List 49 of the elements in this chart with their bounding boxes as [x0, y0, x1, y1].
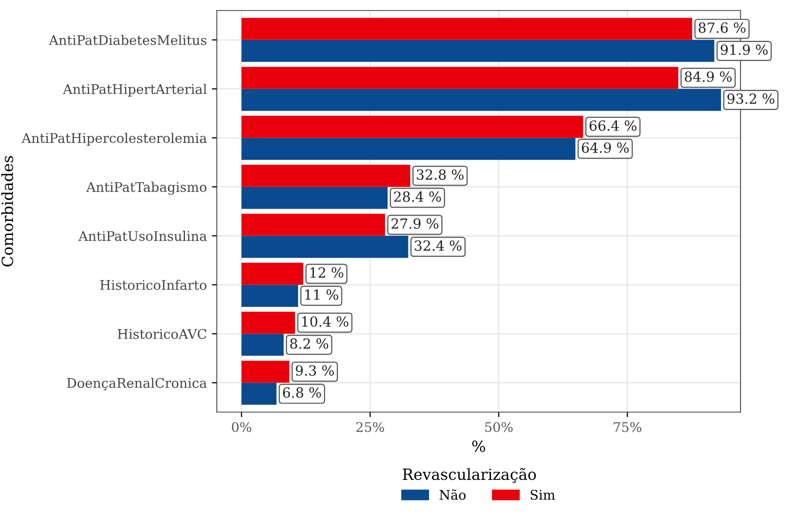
- y-tick-label: AntiPatTabagismo: [86, 182, 206, 195]
- data-label: 64.9 %: [582, 142, 629, 153]
- bar: [242, 262, 304, 285]
- x-tick-label: 75%: [614, 422, 642, 432]
- data-label: 28.4 %: [394, 191, 441, 202]
- data-label: 27.9 %: [392, 218, 438, 229]
- x-tick-label: 0%: [232, 422, 252, 432]
- data-label: 32.8 %: [416, 169, 464, 180]
- legend-title: Revascularização: [402, 468, 536, 483]
- data-label: 32.4 %: [414, 240, 462, 251]
- y-tick-label: AntiPatDiabetesMelitus: [48, 34, 206, 46]
- data-label: 11 %: [305, 289, 338, 300]
- data-label: 10.4 %: [302, 316, 348, 327]
- data-label: 91.9 %: [720, 44, 768, 55]
- bar: [242, 312, 296, 334]
- y-tick-label: HistoricoInfarto: [100, 280, 206, 290]
- y-tick-label: AntiPatUsoInsulina: [78, 230, 207, 241]
- data-label: 87.6 %: [698, 22, 746, 33]
- x-tick-label: 50%: [485, 422, 513, 432]
- legend-label: Sim: [530, 490, 556, 500]
- x-tick-label: 25%: [356, 422, 384, 432]
- y-tick-label: HistoricoAVC: [118, 328, 206, 339]
- bar: [242, 18, 692, 40]
- bar: [242, 186, 388, 209]
- data-label: 12 %: [310, 267, 344, 278]
- y-tick-label: AntiPatHipercolesterolemia: [22, 132, 207, 146]
- bar: [242, 138, 576, 160]
- data-label: 66.4 %: [590, 120, 636, 131]
- bar: [242, 334, 284, 356]
- bar: [242, 40, 714, 62]
- y-axis-title: Comorbidades: [1, 156, 14, 266]
- bar: [242, 116, 584, 138]
- y-tick-label: AntiPatHipertArterial: [62, 84, 207, 97]
- x-axis-title: %: [472, 440, 486, 452]
- bar: [242, 382, 276, 405]
- data-label: 93.2 %: [727, 93, 774, 104]
- bar: [242, 214, 386, 236]
- bar: [242, 360, 290, 383]
- bar: [242, 236, 408, 258]
- data-label: 8.2 %: [290, 338, 328, 349]
- bar: [242, 66, 678, 89]
- legend-label: Não: [440, 489, 466, 500]
- bar: [242, 88, 721, 111]
- data-label: 9.3 %: [296, 365, 334, 376]
- bar: [242, 164, 410, 187]
- y-tick-label: DoençaRenalCronica: [67, 378, 207, 390]
- data-label: 6.8 %: [282, 387, 321, 398]
- data-label: 84.9 %: [684, 71, 732, 82]
- bar: [242, 284, 298, 307]
